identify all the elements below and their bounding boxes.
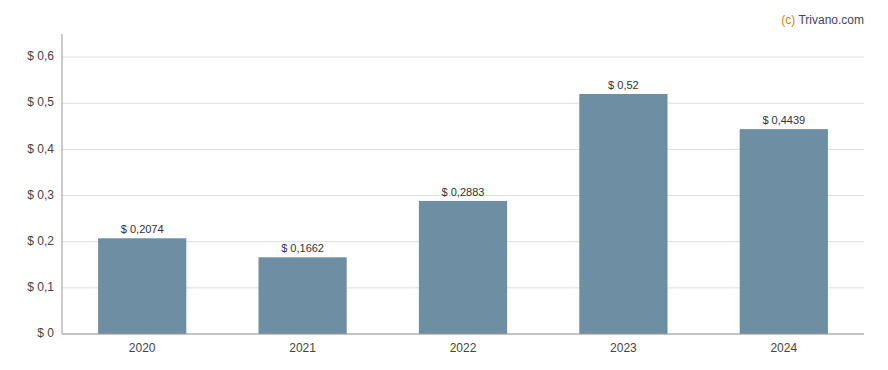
bar bbox=[98, 238, 186, 334]
data-label: $ 0,2883 bbox=[442, 186, 485, 198]
grid-line bbox=[62, 334, 864, 335]
bar bbox=[740, 129, 828, 334]
data-label: $ 0,4439 bbox=[762, 114, 805, 126]
y-grid bbox=[62, 57, 864, 334]
y-tick-label: $ 0 bbox=[37, 326, 54, 340]
data-labels: $ 0,2074 $ 0,1662 $ 0,2883 $ 0,52 $ 0,4439 bbox=[121, 79, 805, 254]
chart-container: $ 0$ 0,1$ 0,2$ 0,3$ 0,4$ 0,5$ 0,62020202… bbox=[0, 0, 888, 370]
y-axis-line bbox=[62, 34, 63, 334]
y-tick-label: $ 0,4 bbox=[27, 142, 54, 156]
data-label: $ 0,52 bbox=[608, 79, 639, 91]
bar bbox=[579, 94, 667, 334]
x-tick-label: 2020 bbox=[129, 341, 156, 355]
data-label: $ 0,1662 bbox=[281, 242, 324, 254]
y-axis: $ 0 $ 0,1 $ 0,2 $ 0,3 $ 0,4 $ 0,5 $ 0,6 bbox=[27, 49, 54, 340]
x-tick-label: 2022 bbox=[450, 341, 477, 355]
y-tick-label: $ 0,2 bbox=[27, 234, 54, 248]
y-tick-label: $ 0,3 bbox=[27, 188, 54, 202]
x-axis-line bbox=[62, 334, 864, 335]
data-label: $ 0,2074 bbox=[121, 223, 164, 235]
bars bbox=[98, 94, 828, 334]
bar bbox=[419, 201, 507, 334]
x-axis: 2020 2021 2022 2023 2024 bbox=[129, 341, 798, 355]
watermark-part: (c) bbox=[781, 13, 798, 27]
x-tick-label: 2023 bbox=[610, 341, 637, 355]
watermark-part: Trivano.com bbox=[798, 13, 864, 27]
watermark: (c) Trivano.com bbox=[781, 13, 864, 27]
grid-line bbox=[62, 57, 864, 58]
chart-svg: $ 0$ 0,1$ 0,2$ 0,3$ 0,4$ 0,5$ 0,62020202… bbox=[0, 0, 888, 370]
grid-line bbox=[62, 103, 864, 104]
bar bbox=[258, 257, 346, 334]
x-tick-label: 2021 bbox=[289, 341, 316, 355]
y-tick-label: $ 0,6 bbox=[27, 49, 54, 63]
x-tick-label: 2024 bbox=[770, 341, 797, 355]
y-tick-label: $ 0,5 bbox=[27, 95, 54, 109]
y-tick-label: $ 0,1 bbox=[27, 280, 54, 294]
